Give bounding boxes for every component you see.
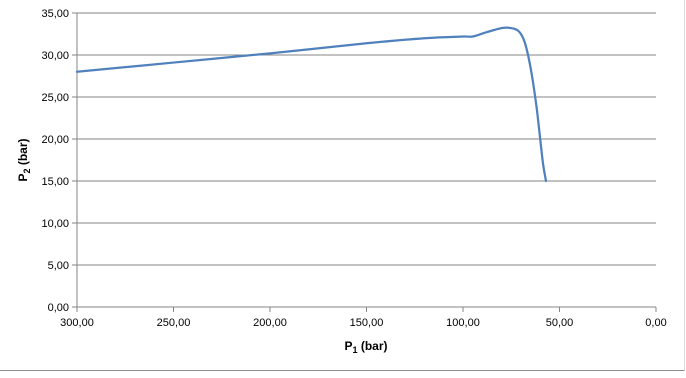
x-axis-title-main: P [344,339,352,353]
series-line [75,26,548,183]
y-tick-label: 15,00 [41,176,69,188]
x-axis-title: P1 (bar) [344,339,387,355]
x-tick-label: 100,00 [446,317,480,329]
y-axis-title-unit: (bar) [16,138,30,168]
x-tick-label: 250,00 [157,317,191,329]
y-axis-title-sub: 2 [22,168,32,173]
x-tick-label: 150,00 [350,317,384,329]
x-axis-title-unit: (bar) [358,339,388,353]
y-tick-label: 25,00 [41,92,69,104]
x-axis-title-sub: 1 [353,345,358,355]
y-axis-title-main: P [16,174,30,182]
x-tick-label: 200,00 [253,317,287,329]
x-tick-label: 50,00 [546,317,574,329]
y-tick-label: 20,00 [41,134,69,146]
y-tick-label: 35,00 [41,8,69,20]
axes [76,13,656,308]
y-ticks: 0,00 5,00 10,00 15,00 20,00 25,00 30,00 35,00 [41,8,77,314]
y-axis-title: P2 (bar) [16,138,32,181]
y-tick-label: 0,00 [48,302,69,314]
x-ticks: 300,00 250,00 200,00 150,00 100,00 50,00 0,00 [60,307,667,329]
y-tick-label: 10,00 [41,218,69,230]
y-tick-label: 5,00 [48,260,69,272]
y-tick-label: 30,00 [41,50,69,62]
series-group [75,26,548,183]
x-tick-label: 300,00 [60,317,94,329]
gridlines [77,12,656,266]
x-tick-label: 0,00 [645,317,666,329]
